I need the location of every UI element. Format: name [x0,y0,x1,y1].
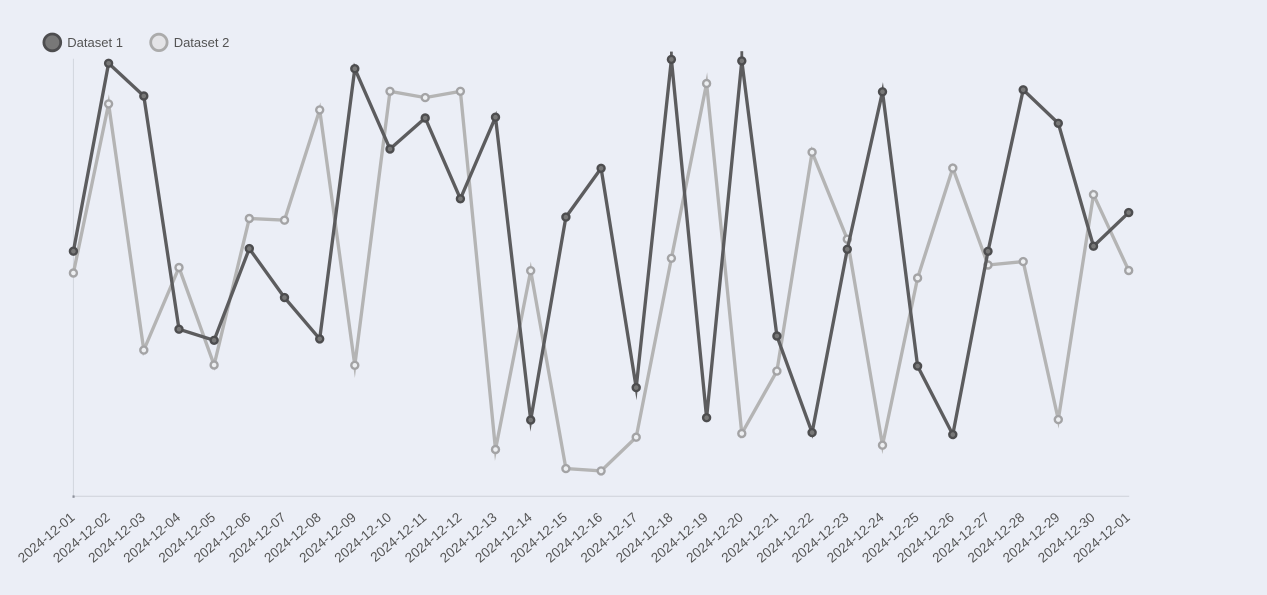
svg-text:Dataset 2: Dataset 2 [174,35,230,50]
svg-text:Dataset 1: Dataset 1 [67,35,123,50]
